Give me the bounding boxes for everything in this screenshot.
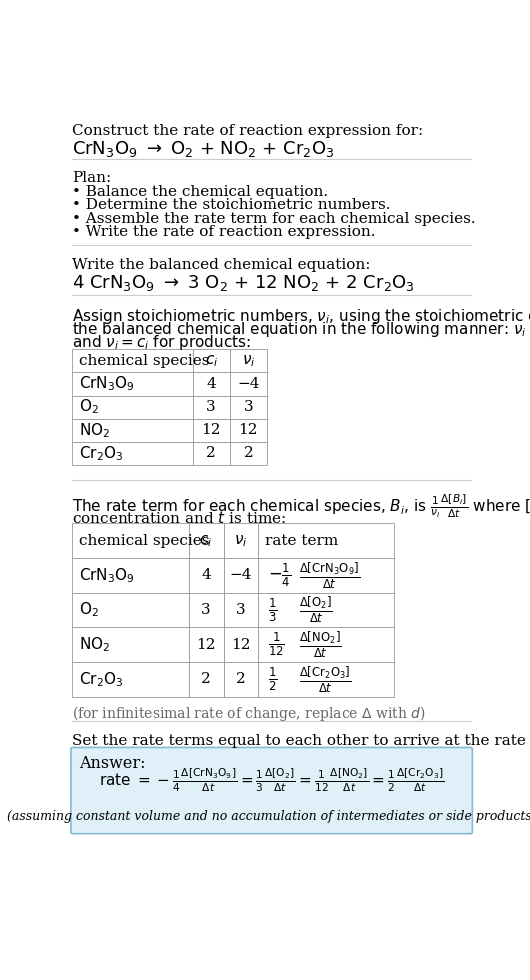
Text: • Determine the stoichiometric numbers.: • Determine the stoichiometric numbers. xyxy=(73,198,391,213)
Bar xyxy=(73,372,192,396)
Bar xyxy=(259,627,394,662)
Bar xyxy=(259,523,394,558)
Text: $\frac{1}{12}$: $\frac{1}{12}$ xyxy=(268,631,285,659)
Text: 3: 3 xyxy=(236,603,246,617)
Text: $\frac{1}{3}$: $\frac{1}{3}$ xyxy=(268,596,277,623)
Bar xyxy=(189,523,224,558)
Text: Set the rate terms equal to each other to arrive at the rate expression:: Set the rate terms equal to each other t… xyxy=(73,734,530,748)
Text: $\mathregular{Cr_2O_3}$: $\mathregular{Cr_2O_3}$ xyxy=(78,444,123,463)
Text: 3: 3 xyxy=(206,400,216,415)
Text: 2: 2 xyxy=(201,672,211,686)
Text: $\mathregular{O_2}$: $\mathregular{O_2}$ xyxy=(78,398,99,416)
Text: $\mathregular{Cr_2O_3}$: $\mathregular{Cr_2O_3}$ xyxy=(78,670,123,689)
Bar xyxy=(192,418,230,442)
Text: $\nu_i$: $\nu_i$ xyxy=(242,353,255,368)
Text: (assuming constant volume and no accumulation of intermediates or side products): (assuming constant volume and no accumul… xyxy=(7,809,530,823)
Text: concentration and $t$ is time:: concentration and $t$ is time: xyxy=(73,510,287,525)
Bar xyxy=(73,396,192,418)
Bar xyxy=(224,558,259,593)
Text: $\frac{\Delta[\mathregular{CrN_3O_9}]}{\Delta t}$: $\frac{\Delta[\mathregular{CrN_3O_9}]}{\… xyxy=(299,560,360,591)
Text: • Balance the chemical equation.: • Balance the chemical equation. xyxy=(73,185,329,199)
Text: rate $= -\frac{1}{4}\frac{\Delta[\mathregular{CrN_3O_9}]}{\Delta t} = \frac{1}{3: rate $= -\frac{1}{4}\frac{\Delta[\mathre… xyxy=(99,766,445,794)
Bar xyxy=(189,558,224,593)
Text: $\mathregular{CrN_3O_9}$ $\rightarrow$ $\mathregular{O_2}$ $+$ $\mathregular{NO_: $\mathregular{CrN_3O_9}$ $\rightarrow$ $… xyxy=(73,139,335,159)
Text: 4: 4 xyxy=(206,377,216,391)
Text: 3: 3 xyxy=(244,400,253,415)
Bar xyxy=(189,593,224,627)
Text: 12: 12 xyxy=(197,638,216,652)
Text: 4 $\mathregular{CrN_3O_9}$ $\rightarrow$ 3 $\mathregular{O_2}$ $+$ 12 $\mathregu: 4 $\mathregular{CrN_3O_9}$ $\rightarrow$… xyxy=(73,273,416,293)
Text: 4: 4 xyxy=(201,568,211,582)
Bar xyxy=(224,593,259,627)
Bar xyxy=(259,593,394,627)
Text: rate term: rate term xyxy=(264,534,338,548)
Bar xyxy=(230,372,267,396)
Text: 2: 2 xyxy=(236,672,246,686)
Bar xyxy=(259,662,394,697)
Text: 2: 2 xyxy=(243,446,253,461)
Text: $\frac{\Delta[\mathregular{Cr_2O_3}]}{\Delta t}$: $\frac{\Delta[\mathregular{Cr_2O_3}]}{\D… xyxy=(299,664,351,695)
Bar xyxy=(73,558,189,593)
Bar xyxy=(73,349,192,372)
Bar xyxy=(259,558,394,593)
Bar xyxy=(224,662,259,697)
Text: $\mathregular{CrN_3O_9}$: $\mathregular{CrN_3O_9}$ xyxy=(78,566,135,585)
Text: 12: 12 xyxy=(201,423,221,437)
Bar xyxy=(192,396,230,418)
Text: $\mathregular{NO_2}$: $\mathregular{NO_2}$ xyxy=(78,420,110,440)
Text: $c_i$: $c_i$ xyxy=(199,533,213,549)
Text: Write the balanced chemical equation:: Write the balanced chemical equation: xyxy=(73,258,371,271)
Text: $-\frac{1}{4}$: $-\frac{1}{4}$ xyxy=(268,562,291,589)
Text: 12: 12 xyxy=(238,423,258,437)
Text: $\frac{\Delta[\mathregular{NO_2}]}{\Delta t}$: $\frac{\Delta[\mathregular{NO_2}]}{\Delt… xyxy=(299,629,341,660)
Bar xyxy=(224,523,259,558)
Text: chemical species: chemical species xyxy=(78,354,209,368)
Bar xyxy=(73,418,192,442)
Bar xyxy=(192,372,230,396)
Bar xyxy=(230,442,267,465)
Bar xyxy=(230,418,267,442)
Bar xyxy=(73,627,189,662)
Bar xyxy=(230,349,267,372)
Text: Plan:: Plan: xyxy=(73,172,112,185)
Text: $\mathregular{CrN_3O_9}$: $\mathregular{CrN_3O_9}$ xyxy=(78,374,135,393)
Bar xyxy=(192,442,230,465)
Bar xyxy=(73,523,189,558)
Text: $\mathregular{NO_2}$: $\mathregular{NO_2}$ xyxy=(78,635,110,654)
Text: $c_i$: $c_i$ xyxy=(205,353,218,368)
Text: −4: −4 xyxy=(237,377,260,391)
Text: and $\nu_i = c_i$ for products:: and $\nu_i = c_i$ for products: xyxy=(73,333,251,352)
Text: $\nu_i$: $\nu_i$ xyxy=(234,533,248,549)
Text: • Write the rate of reaction expression.: • Write the rate of reaction expression. xyxy=(73,224,376,238)
Text: Answer:: Answer: xyxy=(78,756,145,772)
Bar xyxy=(189,662,224,697)
Text: −4: −4 xyxy=(230,568,252,582)
Text: $\mathregular{O_2}$: $\mathregular{O_2}$ xyxy=(78,601,99,619)
Text: 2: 2 xyxy=(206,446,216,461)
Bar xyxy=(73,442,192,465)
Bar xyxy=(73,662,189,697)
Text: The rate term for each chemical species, $B_i$, is $\frac{1}{\nu_i}\frac{\Delta[: The rate term for each chemical species,… xyxy=(73,493,530,520)
Bar xyxy=(224,627,259,662)
Bar xyxy=(192,349,230,372)
Text: • Assemble the rate term for each chemical species.: • Assemble the rate term for each chemic… xyxy=(73,212,476,225)
Bar xyxy=(189,627,224,662)
Text: chemical species: chemical species xyxy=(78,534,209,548)
FancyBboxPatch shape xyxy=(71,748,472,834)
Text: $\frac{\Delta[\mathregular{O_2}]}{\Delta t}$: $\frac{\Delta[\mathregular{O_2}]}{\Delta… xyxy=(299,595,333,625)
Text: (for infinitesimal rate of change, replace $\Delta$ with $d$): (for infinitesimal rate of change, repla… xyxy=(73,705,426,723)
Text: Construct the rate of reaction expression for:: Construct the rate of reaction expressio… xyxy=(73,123,423,138)
Text: 12: 12 xyxy=(231,638,251,652)
Text: $\frac{1}{2}$: $\frac{1}{2}$ xyxy=(268,665,277,693)
Bar xyxy=(230,396,267,418)
Text: the balanced chemical equation in the following manner: $\nu_i = -c_i$ for react: the balanced chemical equation in the fo… xyxy=(73,320,530,339)
Text: 3: 3 xyxy=(201,603,211,617)
Bar xyxy=(73,593,189,627)
Text: Assign stoichiometric numbers, $\nu_i$, using the stoichiometric coefficients, $: Assign stoichiometric numbers, $\nu_i$, … xyxy=(73,307,530,326)
